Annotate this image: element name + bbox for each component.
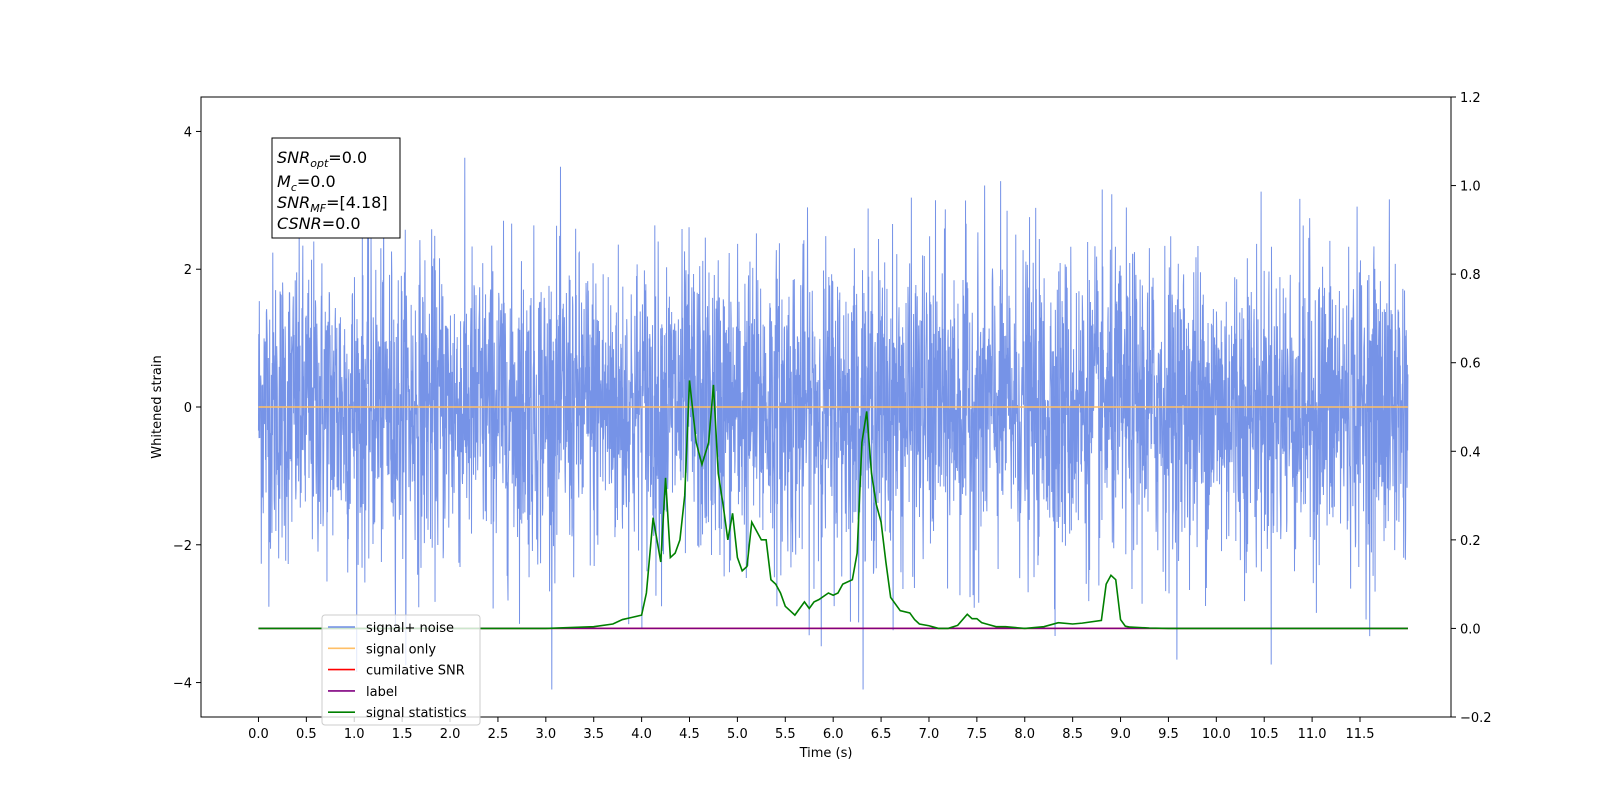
x-tick-label: 6.5 [871, 727, 892, 742]
y2-tick-label: 0.8 [1460, 268, 1481, 283]
x-tick-label: 1.0 [344, 727, 365, 742]
x-tick-label: 7.0 [919, 727, 940, 742]
snr-mf-annotation: SNRMF=[4.18] [277, 193, 388, 215]
y2-axis-ticks: 1.2 1.0 0.8 0.6 0.4 0.2 0.0 −0.2 [1451, 91, 1492, 726]
series-signal-noise-line [257, 157, 1409, 690]
snr-opt-annotation: SNRopt=0.0 [277, 148, 367, 170]
legend-label: cumilative SNR [366, 664, 465, 679]
x-tick-label: 0.5 [296, 727, 317, 742]
x-tick-label: 4.5 [679, 727, 700, 742]
y2-tick-label: −0.2 [1460, 711, 1492, 726]
y-tick-label: 2 [184, 263, 192, 278]
x-tick-label: 0.0 [248, 727, 269, 742]
y2-tick-label: 0.6 [1460, 357, 1481, 372]
y2-tick-label: 0.0 [1460, 622, 1481, 637]
x-tick-label: 9.0 [1110, 727, 1131, 742]
x-tick-label: 1.5 [392, 727, 413, 742]
y2-tick-label: 1.0 [1460, 180, 1481, 195]
legend-label: signal statistics [366, 706, 467, 721]
x-tick-label: 2.5 [488, 727, 509, 742]
x-tick-label: 9.5 [1158, 727, 1179, 742]
x-tick-label: 5.5 [775, 727, 796, 742]
y-tick-label: −4 [173, 677, 192, 692]
legend-label: signal only [366, 642, 436, 657]
legend-label: signal+ noise [366, 621, 454, 636]
x-tick-label: 8.5 [1062, 727, 1083, 742]
legend: signal+ noise signal only cumilative SNR la… [321, 614, 481, 726]
y-axis-ticks: 4 2 0 −2 −4 [173, 125, 201, 692]
y-tick-label: −2 [173, 539, 192, 554]
x-tick-label: 5.0 [727, 727, 748, 742]
x-tick-label: 2.0 [440, 727, 461, 742]
x-tick-label: 3.5 [583, 727, 604, 742]
y-tick-label: 4 [184, 125, 192, 140]
x-axis-label: Time (s) [799, 746, 853, 761]
csnr-annotation: CSNR=0.0 [277, 214, 361, 233]
x-tick-label: 4.0 [631, 727, 652, 742]
y2-tick-label: 1.2 [1460, 91, 1481, 106]
x-tick-label: 11.0 [1298, 727, 1327, 742]
x-axis-ticks: 0.0 0.5 1.0 1.5 2.0 2.5 3.0 3.5 4.0 4.5 5.0 5.5 6.0 6… [248, 717, 1374, 742]
series-layer [257, 157, 1409, 690]
x-tick-label: 7.5 [967, 727, 988, 742]
series-signal-statistics-line [258, 380, 1408, 630]
y-tick-label: 0 [184, 401, 192, 416]
annotation-box: SNRopt=0.0 Mc=0.0 SNRMF=[4.18] CSNR=0.0 [271, 137, 401, 239]
legend-label: label [366, 685, 397, 700]
x-tick-label: 8.0 [1014, 727, 1035, 742]
y2-tick-label: 0.2 [1460, 534, 1481, 549]
x-tick-label: 10.5 [1250, 727, 1279, 742]
mc-annotation: Mc=0.0 [277, 172, 336, 194]
x-tick-label: 10.0 [1202, 727, 1231, 742]
x-tick-label: 6.0 [823, 727, 844, 742]
y2-tick-label: 0.4 [1460, 445, 1481, 460]
y-axis-label: Whitened strain [150, 355, 165, 458]
x-tick-label: 11.5 [1346, 727, 1375, 742]
x-tick-label: 3.0 [535, 727, 556, 742]
